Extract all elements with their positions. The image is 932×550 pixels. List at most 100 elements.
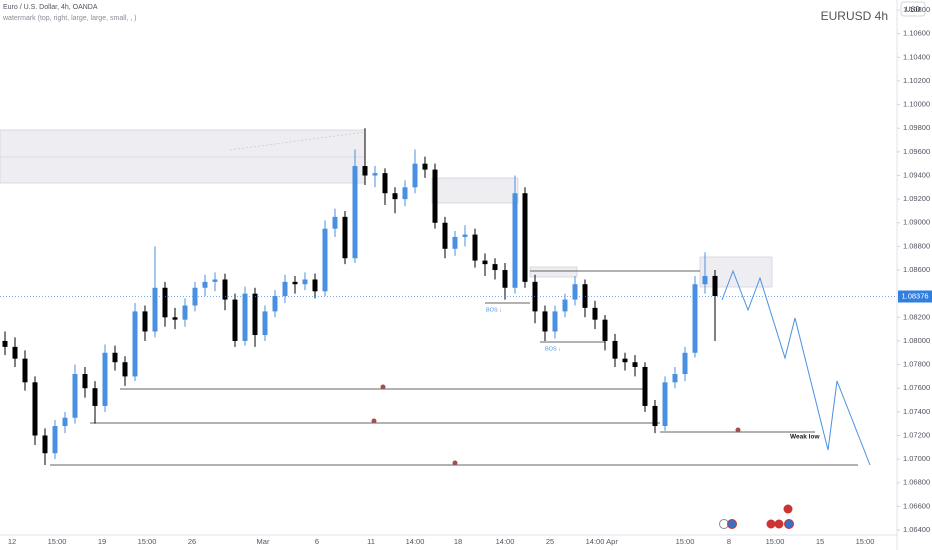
candle-body [162,287,168,318]
y-tick-label: 1.09800 [903,123,930,132]
candle-body [242,293,248,341]
candle-body [272,296,278,312]
candle-body [372,173,378,176]
candle-body [342,216,348,259]
candle-body [392,193,398,200]
candle-body [62,417,68,427]
x-tick-label: 15:00 [766,537,785,546]
candle-body [382,173,388,194]
y-tick-label: 1.06800 [903,478,930,487]
candle-body [132,311,138,377]
icon [380,384,386,390]
y-tick-label: 1.10800 [903,5,930,14]
x-tick-label: 15:00 [676,537,695,546]
supply-zone [431,177,519,204]
candle-body [412,163,418,188]
candle-body [592,307,598,320]
candle-body [182,305,188,320]
candle-body [552,311,558,332]
x-tick-label: 26 [188,537,196,546]
candle-body [522,193,528,282]
y-tick-label: 1.10600 [903,29,930,38]
bos-label: BOS ↓ [486,307,502,313]
candle-body [232,299,238,341]
candle-body [152,287,158,332]
supply-zone [0,129,366,184]
y-tick-label: 1.10000 [903,100,930,109]
candle-body [482,260,488,265]
candle-body [622,358,628,363]
candle-body [402,187,408,200]
x-tick-label: 8 [727,537,731,546]
candle-body [462,234,468,237]
candle-body [612,340,618,359]
y-tick-label: 1.07600 [903,383,930,392]
projection-path [721,269,871,466]
x-tick-label: 19 [98,537,106,546]
candle-body [472,234,478,261]
y-tick-label: 1.10200 [903,76,930,85]
candle-body [632,362,638,367]
y-tick-label: 1.09000 [903,218,930,227]
weak-low-label: Weak low [790,434,820,441]
candle-body [42,435,48,454]
candle-body [32,382,38,436]
candle-body [572,284,578,300]
event-icons [719,504,794,529]
x-tick-label: 14:00 [496,537,515,546]
icon [371,418,377,424]
candle-body [662,382,668,427]
candle-body [222,279,228,300]
zones [0,129,773,288]
candle-body [352,166,358,259]
x-tick-label: 25 [546,537,554,546]
icon [735,427,741,433]
x-tick-label: 15:00 [138,537,157,546]
candle-body [302,279,308,285]
y-tick-label: 1.07800 [903,360,930,369]
candle-body [582,284,588,308]
candle-body [72,374,78,418]
x-tick-label: 12 [8,537,16,546]
candle-body [332,216,338,229]
x-tick-label: 15:00 [856,537,875,546]
candle-body [172,317,178,320]
x-tick-label: Apr [606,537,618,546]
x-tick-label: 11 [367,537,375,546]
y-tick-label: 1.10400 [903,52,930,61]
candle-body [702,275,708,285]
last-price-label: 1.08376 [901,291,928,300]
currency-label[interactable]: USD [906,6,921,13]
y-tick-label: 1.08000 [903,336,930,345]
icon [774,519,784,529]
watermark-line: watermark (top, right, large, large, sma… [2,15,136,22]
candle-body [492,264,498,271]
y-tick-label: 1.08600 [903,265,930,274]
y-tick-label: 1.06400 [903,525,930,534]
y-tick-label: 1.09200 [903,194,930,203]
candle-body [542,311,548,332]
candle-body [712,275,718,297]
zone-diagonal [229,131,366,151]
x-tick-label: Mar [257,537,270,546]
currency-button[interactable] [900,1,926,17]
candles [2,128,718,466]
candle-body [292,281,298,285]
candle-body [512,193,518,288]
candle-body [682,352,688,375]
candle-body [262,311,268,336]
icon [784,519,794,529]
x-tick-label: 15 [816,537,824,546]
candle-body [312,279,318,292]
candle-body [202,281,208,288]
candle-body [92,388,98,406]
y-tick-label: 1.09400 [903,170,930,179]
candle-body [452,236,458,249]
y-tick-label: 1.08200 [903,312,930,321]
candle-body [422,163,428,170]
candle-body [142,311,148,332]
y-tick-label: 1.07200 [903,430,930,439]
y-tick-label: 1.09600 [903,147,930,156]
candle-body [602,319,608,341]
